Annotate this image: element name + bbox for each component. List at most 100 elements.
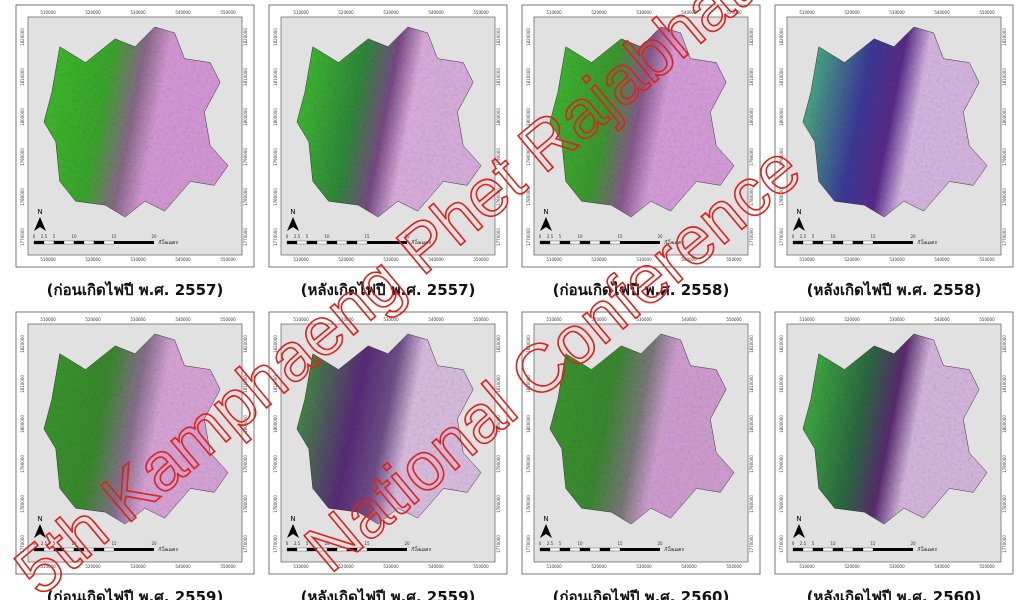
scale-bar-segment: [103, 240, 115, 245]
scale-label: 5: [306, 541, 309, 546]
scale-label: 5: [53, 234, 56, 239]
x-coord-label: 510000: [799, 564, 815, 569]
x-coord-label: 510000: [40, 564, 56, 569]
x-coord-label: 530000: [636, 317, 652, 322]
scale-label: 10: [577, 541, 583, 546]
scale-bar-segment: [367, 241, 407, 244]
y-coord-label: 1780000: [1002, 495, 1007, 513]
x-coord-label: 530000: [130, 317, 146, 322]
scale-bar-segment: [812, 547, 824, 552]
x-coord-label: 530000: [383, 564, 399, 569]
scale-bar-segment: [559, 547, 571, 552]
scale-bar-segment: [296, 240, 308, 245]
scale-bar-segment: [83, 240, 95, 245]
x-coord-label: 540000: [175, 317, 191, 322]
scale-bar-segment: [336, 240, 348, 245]
x-coord-label: 520000: [338, 564, 354, 569]
scale-bar-segment: [812, 240, 824, 245]
y-coord-label: 1810000: [1002, 68, 1007, 86]
scale-label: 10: [830, 234, 836, 239]
y-coord-label: 1790000: [273, 455, 278, 473]
scale-unit: กิโลเมตร: [158, 239, 179, 246]
scale-bar-segment: [862, 240, 874, 245]
scale-label: 2.5: [294, 234, 301, 239]
scale-label: 20: [657, 541, 663, 546]
scale-bar-segment: [842, 240, 854, 245]
y-coord-label: 1810000: [273, 68, 278, 86]
y-coord-label: 1780000: [526, 495, 531, 513]
scale-bar-segment: [356, 240, 368, 245]
y-coord-label: 1780000: [496, 495, 501, 513]
scale-bar-segment: [296, 547, 308, 552]
scale-bar-segment: [579, 240, 591, 245]
x-coord-label: 530000: [636, 10, 652, 15]
x-coord-label: 510000: [40, 317, 56, 322]
scale-unit: กิโลเมตร: [411, 239, 432, 246]
x-coord-label: 540000: [428, 317, 444, 322]
y-coord-label: 1790000: [526, 148, 531, 166]
scale-label: 10: [324, 234, 330, 239]
x-coord-label: 510000: [293, 317, 309, 322]
scale-bar-segment: [326, 240, 338, 245]
x-coord-label: 550000: [726, 317, 742, 322]
x-coord-label: 530000: [889, 257, 905, 262]
panel-caption: (หลังเกิดไฟปี พ.ศ. 2557): [301, 280, 476, 299]
scale-label: 0: [539, 541, 542, 546]
x-coord-label: 530000: [636, 257, 652, 262]
y-coord-label: 1820000: [749, 335, 754, 353]
scale-bar-segment: [539, 240, 551, 245]
scale-label: 15: [870, 541, 876, 546]
x-coord-label: 510000: [546, 564, 562, 569]
y-coord-label: 1810000: [243, 375, 248, 393]
x-coord-label: 540000: [175, 10, 191, 15]
y-coord-label: 1810000: [496, 375, 501, 393]
y-coord-label: 1810000: [526, 68, 531, 86]
scale-label: 2.5: [294, 541, 301, 546]
x-coord-label: 520000: [85, 257, 101, 262]
y-coord-label: 1810000: [20, 68, 25, 86]
scale-bar-segment: [792, 547, 804, 552]
y-coord-label: 1780000: [243, 495, 248, 513]
x-coord-label: 530000: [889, 10, 905, 15]
y-coord-label: 1810000: [1002, 375, 1007, 393]
scale-bar-segment: [43, 240, 55, 245]
y-coord-label: 1820000: [243, 335, 248, 353]
north-arrow: [34, 217, 46, 231]
north-label: N: [543, 515, 548, 523]
y-coord-label: 1790000: [20, 148, 25, 166]
y-coord-label: 1800000: [749, 108, 754, 126]
x-coord-label: 540000: [934, 564, 950, 569]
scale-bar-segment: [53, 240, 65, 245]
y-coord-label: 1770000: [779, 228, 784, 246]
scale-label: 15: [617, 541, 623, 546]
x-coord-label: 510000: [40, 10, 56, 15]
scale-bar-segment: [609, 240, 621, 245]
north-label: N: [37, 208, 42, 216]
x-coord-label: 550000: [220, 10, 236, 15]
scale-bar-segment: [599, 240, 611, 245]
x-coord-label: 530000: [636, 564, 652, 569]
y-coord-label: 1770000: [243, 535, 248, 553]
x-coord-label: 520000: [844, 317, 860, 322]
x-coord-label: 520000: [844, 564, 860, 569]
y-coord-label: 1820000: [1002, 28, 1007, 46]
x-coord-label: 520000: [338, 10, 354, 15]
y-coord-label: 1770000: [496, 535, 501, 553]
x-coord-label: 530000: [383, 10, 399, 15]
scale-bar-segment: [569, 547, 581, 552]
x-coord-label: 550000: [220, 564, 236, 569]
y-coord-label: 1770000: [749, 535, 754, 553]
scale-bar-segment: [852, 547, 864, 552]
y-coord-label: 1800000: [1002, 108, 1007, 126]
scale-label: 20: [910, 541, 916, 546]
scale-bar-segment: [114, 548, 154, 551]
scale-bar-segment: [579, 547, 591, 552]
scale-label: 0: [286, 541, 289, 546]
north-label: N: [290, 515, 295, 523]
scale-bar-segment: [589, 240, 601, 245]
scale-bar-segment: [549, 240, 561, 245]
y-coord-label: 1770000: [749, 228, 754, 246]
y-coord-label: 1820000: [496, 335, 501, 353]
x-coord-label: 510000: [799, 10, 815, 15]
